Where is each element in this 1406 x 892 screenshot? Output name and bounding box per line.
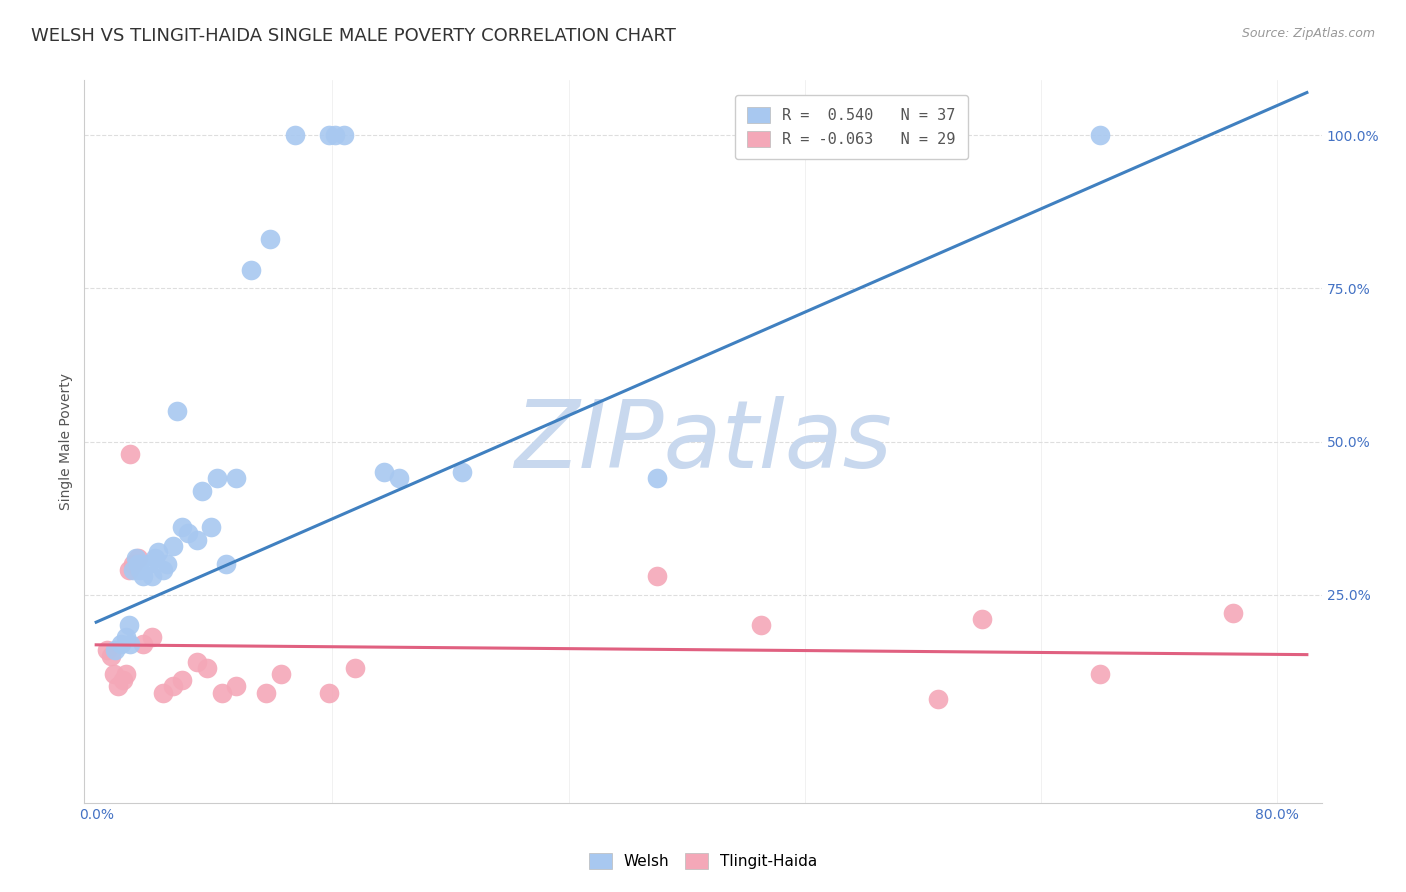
Point: [191, 483, 214, 498]
Point: [141, 631, 163, 645]
Point: [207, 471, 229, 485]
Point: [200, 520, 222, 534]
Point: [132, 637, 155, 651]
Point: [162, 539, 184, 553]
Point: [118, 563, 141, 577]
Point: [125, 550, 148, 565]
Point: [114, 631, 136, 645]
Point: [111, 673, 134, 688]
Point: [254, 685, 277, 699]
Point: [114, 667, 136, 681]
Point: [259, 232, 281, 246]
Point: [195, 661, 218, 675]
Point: [156, 557, 179, 571]
Text: Source: ZipAtlas.com: Source: ZipAtlas.com: [1241, 27, 1375, 40]
Point: [118, 618, 141, 632]
Point: [143, 550, 166, 565]
Point: [162, 680, 184, 694]
Point: [132, 569, 155, 583]
Point: [127, 557, 149, 571]
Point: [211, 685, 233, 699]
Point: [451, 465, 474, 479]
Point: [186, 655, 208, 669]
Point: [122, 563, 145, 577]
Point: [749, 618, 772, 632]
Point: [122, 557, 145, 571]
Point: [120, 637, 142, 651]
Point: [136, 557, 159, 571]
Text: ZIPatlas: ZIPatlas: [515, 396, 891, 487]
Point: [1088, 667, 1111, 681]
Point: [107, 680, 129, 694]
Point: [129, 563, 152, 577]
Point: [1222, 606, 1244, 620]
Point: [270, 667, 292, 681]
Point: [388, 471, 411, 485]
Point: [110, 637, 132, 651]
Point: [284, 128, 307, 143]
Point: [645, 569, 668, 583]
Legend: Welsh, Tlingit-Haida: Welsh, Tlingit-Haida: [582, 847, 824, 875]
Point: [333, 128, 356, 143]
Point: [170, 520, 193, 534]
Point: [96, 642, 118, 657]
Point: [100, 648, 122, 663]
Y-axis label: Single Male Poverty: Single Male Poverty: [59, 373, 73, 510]
Point: [152, 685, 174, 699]
Point: [177, 526, 200, 541]
Legend: R =  0.540   N = 37, R = -0.063   N = 29: R = 0.540 N = 37, R = -0.063 N = 29: [735, 95, 967, 159]
Point: [166, 404, 188, 418]
Point: [103, 667, 125, 681]
Point: [343, 661, 366, 675]
Point: [970, 612, 993, 626]
Point: [1088, 128, 1111, 143]
Point: [318, 128, 340, 143]
Point: [152, 563, 174, 577]
Point: [141, 569, 163, 583]
Point: [927, 691, 949, 706]
Point: [225, 471, 247, 485]
Point: [225, 680, 247, 694]
Point: [120, 447, 142, 461]
Point: [318, 685, 340, 699]
Point: [373, 465, 395, 479]
Point: [104, 642, 127, 657]
Point: [215, 557, 238, 571]
Point: [127, 550, 149, 565]
Point: [186, 533, 208, 547]
Point: [325, 128, 347, 143]
Point: [170, 673, 193, 688]
Text: WELSH VS TLINGIT-HAIDA SINGLE MALE POVERTY CORRELATION CHART: WELSH VS TLINGIT-HAIDA SINGLE MALE POVER…: [31, 27, 676, 45]
Point: [240, 263, 263, 277]
Point: [645, 471, 668, 485]
Point: [148, 545, 170, 559]
